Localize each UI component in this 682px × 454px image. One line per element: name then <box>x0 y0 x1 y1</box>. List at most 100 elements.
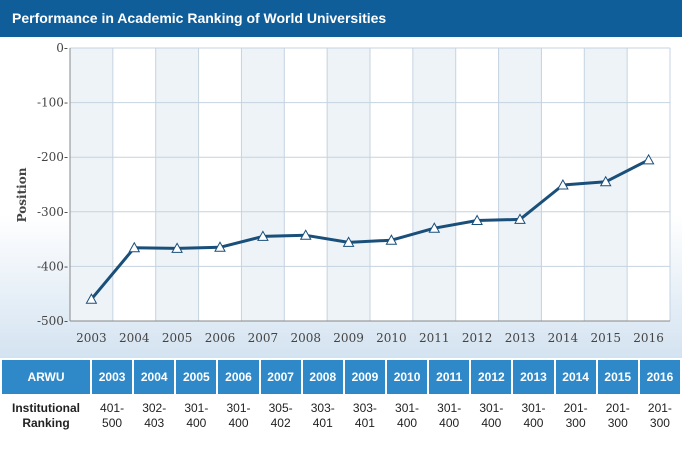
ranking-cell: 301- 400 <box>471 394 511 431</box>
ranking-value: 500 <box>102 416 123 430</box>
ranking-value: 400 <box>523 416 544 430</box>
ranking-value: 201- <box>647 401 672 415</box>
table-header-year: 2016 <box>639 360 680 394</box>
x-tick-label: 2014 <box>548 331 579 345</box>
ranking-cell: 301- 400 <box>429 394 469 431</box>
ranking-cell: 401- 500 <box>92 394 132 431</box>
chart-header: Performance in Academic Ranking of World… <box>0 0 682 37</box>
chart-panel: 0- -100- -200- -300- -400- -500- 2003 2004 2005 2… <box>0 37 682 358</box>
ranking-value: 301- <box>395 401 420 415</box>
ranking-value: 301- <box>479 401 504 415</box>
y-tick-label: -400- <box>37 259 68 273</box>
chart-title: Performance in Academic Ranking of World… <box>12 10 387 26</box>
row-label-line1: Institutional <box>12 401 80 415</box>
ranking-cell: 301- 400 <box>387 394 427 431</box>
table-header-year: 2005 <box>176 360 217 394</box>
ranking-value: 302- <box>142 401 167 415</box>
ranking-cell: 305- 402 <box>261 394 301 431</box>
ranking-value: 400 <box>186 416 207 430</box>
x-tick-label: 2012 <box>462 331 493 345</box>
table-header-year: 2010 <box>386 360 428 394</box>
data-point <box>214 241 226 252</box>
x-tick-label: 2007 <box>248 331 279 345</box>
y-tick-label: 0- <box>56 41 68 55</box>
data-point <box>557 178 569 190</box>
column-band <box>412 48 456 321</box>
ranking-value: 300 <box>607 416 628 430</box>
ranking-cell: 303- 401 <box>303 394 343 431</box>
ranking-value: 403 <box>144 416 165 430</box>
table-header-year: 2006 <box>218 360 259 394</box>
ranking-value: 402 <box>270 416 291 430</box>
column-band <box>327 48 370 321</box>
x-tick-label: 2013 <box>505 331 536 345</box>
x-tick-label: 2006 <box>205 331 236 345</box>
ranking-value: 300 <box>649 416 670 430</box>
series-line <box>90 158 650 301</box>
table-header-year: 2014 <box>555 360 596 394</box>
ranking-value: 401 <box>312 416 333 430</box>
ranking-cell: 201- 300 <box>556 394 596 431</box>
ranking-cell: 301- 400 <box>176 394 216 431</box>
x-tick-label: 2005 <box>162 331 193 345</box>
x-tick-label: 2009 <box>333 331 364 345</box>
table-header-year: 2004 <box>134 360 175 394</box>
table-header-year: 2013 <box>513 360 554 394</box>
ranking-value: 400 <box>439 416 460 430</box>
table-header-row: ARWU 2003 2004 2005 2006 2007 2008 2009 2010 201… <box>2 360 680 394</box>
column-band <box>155 48 199 321</box>
x-tick-label: 2016 <box>633 331 664 345</box>
ranking-value: 301- <box>226 401 251 415</box>
data-point <box>85 293 98 304</box>
y-tick-label: -200- <box>37 150 68 164</box>
x-tick-label: 2004 <box>119 331 150 345</box>
ranking-line-chart: 0- -100- -200- -300- -400- -500- 2003 2004 2005 2… <box>15 41 671 345</box>
ranking-value: 401- <box>100 401 125 415</box>
data-point <box>299 229 312 240</box>
y-axis-title: Position <box>15 167 29 222</box>
table-row: Institutional Ranking 401- 500 302- 403 301-… <box>2 394 680 431</box>
ranking-value: 301- <box>437 401 462 415</box>
table-header-year: 2003 <box>92 360 133 394</box>
data-point <box>599 175 612 187</box>
ranking-cell: 301- 400 <box>513 394 553 431</box>
data-point <box>428 222 441 233</box>
data-point <box>514 213 526 224</box>
data-point <box>385 234 398 245</box>
y-tick-label: -300- <box>37 205 68 219</box>
ranking-value: 303- <box>310 401 335 415</box>
ranking-value: 300 <box>565 416 586 430</box>
row-label-line2: Ranking <box>22 416 70 430</box>
ranking-value: 400 <box>481 416 502 430</box>
column-band <box>70 48 113 321</box>
y-tick-label: -100- <box>37 96 68 110</box>
data-point <box>642 153 655 165</box>
ranking-value: 301- <box>521 401 546 415</box>
table-header-year: 2015 <box>597 360 638 394</box>
table-header-year: 2008 <box>302 360 343 394</box>
ranking-value: 201- <box>563 401 588 415</box>
data-point <box>257 230 269 241</box>
x-tick-label: 2011 <box>419 331 450 345</box>
column-band <box>498 48 542 321</box>
ranking-cell: 301- 400 <box>218 394 258 431</box>
column-band <box>241 48 285 321</box>
data-point <box>171 242 183 253</box>
ranking-value: 305- <box>268 401 293 415</box>
ranking-cell: 201- 300 <box>640 394 680 431</box>
data-point <box>471 214 483 225</box>
ranking-value: 400 <box>228 416 249 430</box>
table-header-year: 2009 <box>344 360 385 394</box>
x-tick-label: 2008 <box>290 331 321 345</box>
ranking-value: 400 <box>397 416 418 430</box>
y-tick-label: -500- <box>37 314 68 328</box>
x-tick-label: 2003 <box>76 331 107 345</box>
ranking-cell: 302- 403 <box>134 394 174 431</box>
ranking-table: ARWU 2003 2004 2005 2006 2007 2008 2009 2010 201… <box>0 360 682 431</box>
table-header-year: 2011 <box>429 360 470 394</box>
ranking-value: 401 <box>354 416 375 430</box>
x-tick-label: 2010 <box>376 331 407 345</box>
table-header-year: 2012 <box>471 360 512 394</box>
ranking-cell: 303- 401 <box>345 394 385 431</box>
ranking-cell: 201- 300 <box>598 394 638 431</box>
